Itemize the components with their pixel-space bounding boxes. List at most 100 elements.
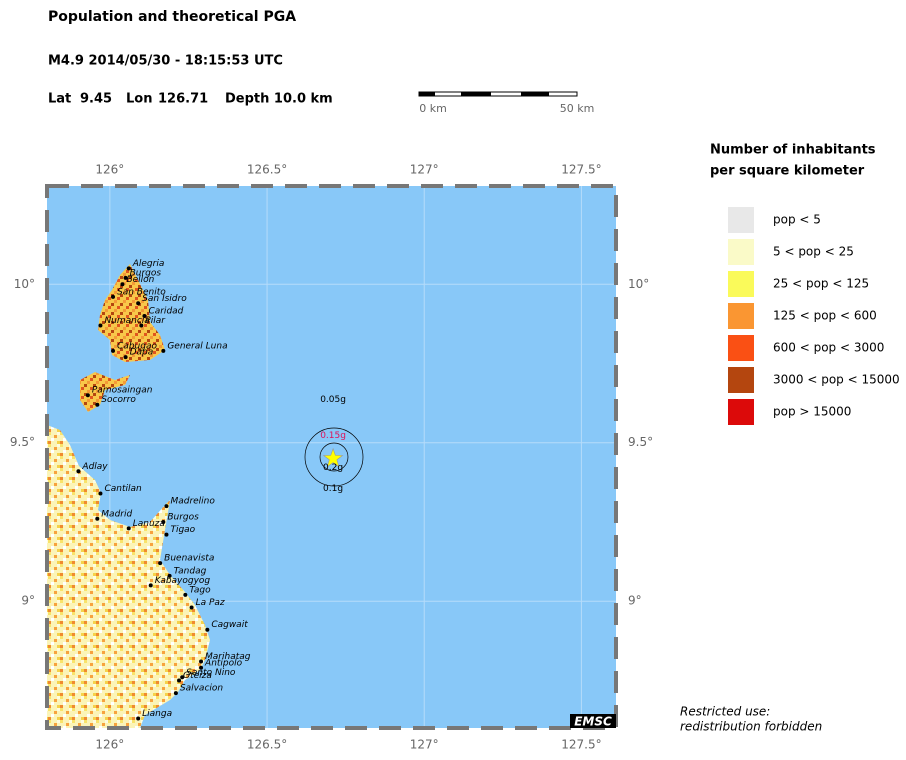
credit: EMSC (574, 715, 612, 729)
place-label: Burgos (167, 512, 199, 522)
y-tick-label: 10° (628, 277, 649, 291)
place-dot (158, 561, 163, 566)
scale-end: 50 km (560, 102, 595, 115)
epicenter (322, 447, 344, 468)
legend-label: 600 < pop < 3000 (773, 341, 884, 355)
x-tick-label: 126.5° (247, 738, 287, 752)
place-label: Pilar (145, 316, 166, 326)
place-label: Dapa (130, 348, 154, 358)
place-dot (136, 301, 141, 306)
place-label: Kabayogyog (155, 576, 211, 586)
land-siargao (98, 264, 165, 362)
place-dot (161, 348, 166, 353)
place-dot (95, 402, 100, 407)
place-label: Alegria (132, 259, 165, 269)
place-label: Antipolo (204, 658, 243, 668)
place-dot (136, 716, 141, 721)
place-dot (126, 266, 131, 271)
x-tick-label: 127° (410, 163, 439, 177)
pga-label: 0.2g (323, 463, 343, 473)
legend-swatch (728, 271, 754, 297)
x-tick-label: 127.5° (561, 163, 601, 177)
place-label: Madrid (101, 509, 132, 519)
x-tick-label: 126.5° (247, 163, 287, 177)
place-dot (123, 275, 128, 280)
place-dot (148, 583, 153, 588)
place-dot (85, 393, 90, 398)
place-dot (123, 355, 128, 360)
place-dot (183, 592, 188, 597)
legend-swatch (728, 335, 754, 361)
place-dot (95, 516, 100, 521)
map-frame (45, 184, 618, 730)
pga-contour (319, 442, 349, 472)
place-label: General Luna (167, 341, 227, 351)
y-tick-label: 9.5° (628, 435, 653, 449)
place-dot (199, 665, 204, 670)
notice: Restricted use: (680, 705, 770, 719)
lat: 9.45 (80, 92, 112, 107)
legend-swatch (728, 207, 754, 233)
place-label: Lanuza (133, 519, 165, 529)
place-dot (142, 313, 147, 318)
pga-label: 0.05g (320, 395, 346, 405)
credit-box (570, 714, 616, 728)
place-label: Pamosaingan (92, 386, 153, 396)
place-label: Cabugao (117, 341, 157, 351)
y-tick-label: 9.5° (10, 435, 35, 449)
legend-swatch (728, 303, 754, 329)
place-dot (120, 282, 125, 287)
place-label: Santo Nino (186, 668, 236, 678)
place-dot (199, 659, 204, 664)
place-dot (139, 323, 144, 328)
place-label: Tago (189, 585, 211, 595)
place-label: Bellon (126, 275, 154, 285)
legend-swatch (728, 367, 754, 393)
place-dot (161, 519, 166, 524)
place-label: Salvacion (180, 684, 224, 694)
pga-label: 0.15g (320, 431, 346, 441)
legend: pop < 5 5 < pop < 25 25 < pop < 125 125 < p… (728, 207, 900, 425)
legend-label: 25 < pop < 125 (773, 277, 869, 291)
y-tick-label: 9° (21, 594, 35, 608)
place-label: Adlay (81, 462, 108, 472)
place-label: Cantilan (104, 484, 142, 494)
place-dot (180, 675, 185, 680)
place-dot (164, 504, 169, 509)
place-label: Oteiza (183, 671, 212, 681)
title: Population and theoretical PGA (48, 9, 296, 25)
x-tick-label: 126° (95, 738, 124, 752)
y-tick-label: 9° (628, 594, 642, 608)
x-tick-label: 127° (410, 738, 439, 752)
place-dot (111, 294, 116, 299)
event: M4.9 2014/05/30 - 18:15:53 UTC (48, 54, 283, 69)
place-dot (167, 573, 172, 578)
land-bucas (80, 372, 130, 412)
legend-label: 3000 < pop < 15000 (773, 373, 900, 387)
pga-contour (304, 427, 364, 487)
place-label: San Isidro (142, 294, 187, 304)
place-label: La Paz (196, 598, 225, 608)
place-dot (173, 691, 178, 696)
legend-swatch (728, 239, 754, 265)
place-label: Madrelino (170, 497, 215, 507)
x-tick-label: 127.5° (561, 738, 601, 752)
legend-label: pop > 15000 (773, 405, 851, 419)
y-tick-label: 10° (14, 277, 35, 291)
place-dot (98, 323, 103, 328)
place-label: Buenavista (164, 554, 214, 564)
lat-label: Lat (48, 92, 71, 107)
scale-start: 0 km (419, 102, 447, 115)
place-label: Socorro (101, 395, 136, 405)
place-dot (177, 678, 182, 683)
lon-label: Lon (126, 92, 152, 107)
legend-title: per square kilometer (710, 164, 865, 179)
legend-swatch (728, 399, 754, 425)
place-dot (111, 348, 116, 353)
scale-bar (418, 91, 578, 97)
place-label: Tigao (170, 525, 195, 535)
lon: 126.71 (158, 92, 208, 107)
legend-title: Number of inhabitants (710, 143, 876, 158)
